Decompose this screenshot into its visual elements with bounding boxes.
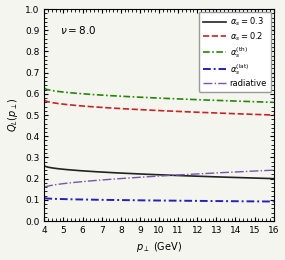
- Line: $\alpha_s^{\mathrm{(lat)}}$: $\alpha_s^{\mathrm{(lat)}}$: [44, 198, 274, 202]
- $\alpha_s = 0.3$: [43, 165, 47, 168]
- Line: $\alpha_s = 0.2$: $\alpha_s = 0.2$: [44, 100, 274, 115]
- $\alpha_s^{\mathrm{(th)}}$: [43, 87, 47, 90]
- $\alpha_s^{\mathrm{(lat)}}$: [183, 199, 186, 202]
- $\alpha_s = 0.3$: [43, 164, 46, 167]
- Legend: $\alpha_s = 0.3$, $\alpha_s = 0.2$, $\alpha_s^{\mathrm{(th)}}$, $\alpha_s^{\math: $\alpha_s = 0.3$, $\alpha_s = 0.2$, $\al…: [199, 11, 271, 92]
- $\alpha_s = 0.2$: [251, 113, 254, 116]
- radiative: [251, 170, 254, 173]
- $\alpha_s = 0.3$: [272, 177, 275, 180]
- Line: radiative: radiative: [44, 170, 274, 187]
- $\alpha_s^{\mathrm{(th)}}$: [179, 98, 183, 101]
- $\alpha_s^{\mathrm{(lat)}}$: [251, 200, 254, 203]
- $\alpha_s^{\mathrm{(lat)}}$: [272, 200, 275, 203]
- Text: $\nu = 8.0$: $\nu = 8.0$: [60, 24, 97, 36]
- $\alpha_s^{\mathrm{(th)}}$: [251, 100, 254, 103]
- $\alpha_s = 0.2$: [236, 112, 239, 115]
- $\alpha_s = 0.2$: [272, 113, 275, 116]
- $\alpha_s^{\mathrm{(th)}}$: [183, 98, 186, 101]
- $\alpha_s = 0.3$: [179, 174, 183, 177]
- $\alpha_s = 0.2$: [179, 110, 183, 113]
- $\alpha_s^{\mathrm{(lat)}}$: [179, 199, 183, 202]
- radiative: [179, 173, 183, 176]
- $\alpha_s^{\mathrm{(lat)}}$: [43, 197, 47, 200]
- $\alpha_s = 0.2$: [43, 99, 47, 102]
- $\alpha_s^{\mathrm{(lat)}}$: [43, 197, 46, 200]
- $\alpha_s = 0.3$: [178, 174, 182, 177]
- $\alpha_s^{\mathrm{(th)}}$: [43, 86, 46, 89]
- $\alpha_s = 0.2$: [178, 110, 182, 113]
- radiative: [43, 186, 46, 189]
- $\alpha_s^{\mathrm{(lat)}}$: [236, 200, 239, 203]
- $\alpha_s = 0.3$: [251, 177, 254, 180]
- $\alpha_s = 0.3$: [236, 176, 239, 179]
- radiative: [178, 173, 182, 176]
- radiative: [272, 168, 275, 172]
- Line: $\alpha_s = 0.3$: $\alpha_s = 0.3$: [44, 166, 274, 179]
- $\alpha_s^{\mathrm{(lat)}}$: [178, 199, 182, 202]
- $\alpha_s = 0.3$: [183, 174, 186, 177]
- $\alpha_s^{\mathrm{(th)}}$: [178, 98, 182, 101]
- $\alpha_s = 0.2$: [183, 110, 186, 113]
- Line: $\alpha_s^{\mathrm{(th)}}$: $\alpha_s^{\mathrm{(th)}}$: [44, 88, 274, 102]
- $\alpha_s^{\mathrm{(th)}}$: [236, 100, 239, 103]
- radiative: [43, 185, 47, 188]
- radiative: [183, 173, 186, 176]
- Y-axis label: $Q_L(p_\perp)$: $Q_L(p_\perp)$: [5, 98, 20, 132]
- $\alpha_s = 0.2$: [43, 98, 46, 101]
- radiative: [236, 170, 239, 173]
- $\alpha_s^{\mathrm{(th)}}$: [272, 101, 275, 104]
- X-axis label: $p_\perp$ (GeV): $p_\perp$ (GeV): [136, 240, 182, 255]
